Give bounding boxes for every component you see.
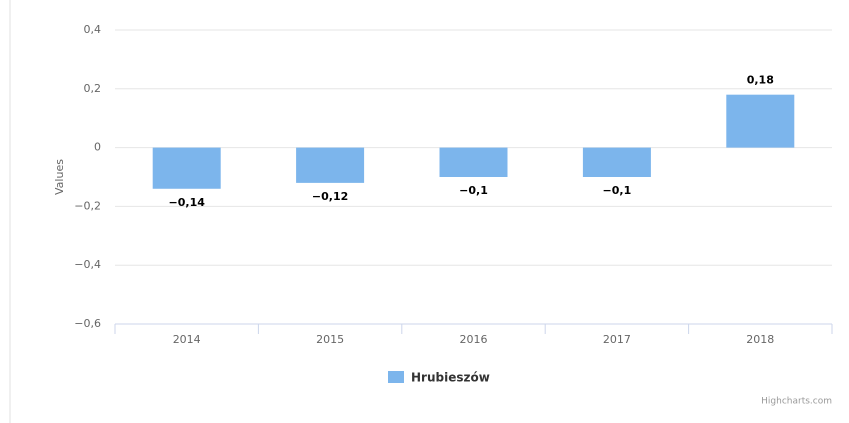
legend-label: Hrubieszów	[411, 371, 490, 385]
y-tick-label: −0,2	[74, 199, 101, 212]
y-tick-label: 0	[94, 141, 101, 154]
data-label: −0,1	[603, 184, 632, 197]
data-label: −0,12	[312, 190, 348, 203]
legend-swatch	[388, 371, 404, 383]
x-tick-label: 2015	[316, 333, 344, 346]
y-tick-label: 0,4	[84, 23, 102, 36]
bar	[439, 147, 508, 177]
x-tick-label: 2018	[746, 333, 774, 346]
credits[interactable]: Highcharts.com	[761, 397, 832, 407]
bar	[152, 147, 221, 189]
y-tick-label: −0,4	[74, 258, 101, 271]
data-label: −0,14	[169, 196, 206, 209]
x-tick-label: 2017	[603, 333, 631, 346]
y-tick-label: 0,2	[84, 82, 102, 95]
data-label: 0,18	[747, 74, 774, 87]
y-tick-label: −0,6	[74, 317, 101, 330]
bar	[582, 147, 651, 177]
x-tick-label: 2014	[173, 333, 201, 346]
x-tick-label: 2016	[460, 333, 488, 346]
y-axis-title: Values	[53, 159, 66, 195]
bar	[296, 147, 365, 183]
bar	[726, 94, 795, 148]
data-label: −0,1	[459, 184, 488, 197]
